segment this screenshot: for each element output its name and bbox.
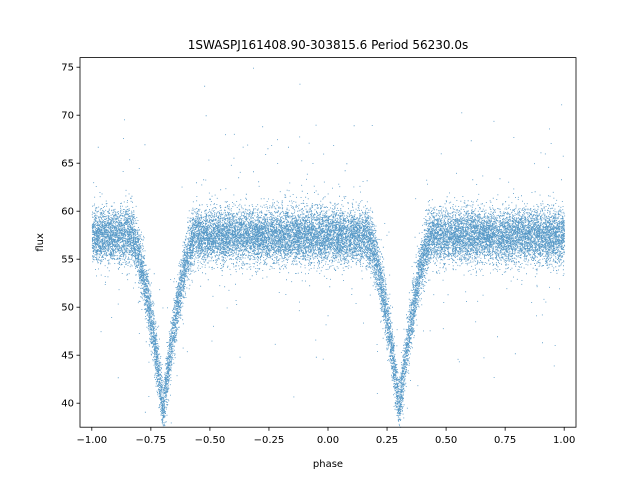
y-tick-label: 70 [61,111,74,122]
scatter-point-cloud [91,67,566,428]
x-tick-label: 0.25 [376,435,398,446]
chart-title: 1SWASPJ161408.90-303815.6 Period 56230.0… [188,38,468,52]
x-axis-ticks: −1.00 −0.75 −0.50 −0.25 0.00 0.25 0.50 0.75 1.00 [76,427,575,446]
x-tick-label: 0.75 [494,435,516,446]
y-tick-label: 75 [61,63,74,74]
y-tick-label: 60 [61,207,74,218]
y-tick-label: 45 [61,351,74,362]
x-axis-label: phase [313,459,343,470]
x-tick-label: −1.00 [76,435,107,446]
x-tick-label: 1.00 [553,435,575,446]
x-tick-label: 0.50 [435,435,457,446]
y-tick-label: 65 [61,159,74,170]
y-axis-ticks: 40 45 50 55 60 65 70 75 [61,63,80,410]
x-tick-label: 0.00 [317,435,339,446]
scatter-points [91,67,566,428]
y-axis-label: flux [35,233,46,252]
y-tick-label: 40 [61,399,74,410]
y-tick-label: 55 [61,255,74,266]
x-tick-label: −0.25 [254,435,285,446]
x-tick-label: −0.75 [136,435,167,446]
x-tick-label: −0.50 [195,435,226,446]
y-tick-label: 50 [61,303,74,314]
